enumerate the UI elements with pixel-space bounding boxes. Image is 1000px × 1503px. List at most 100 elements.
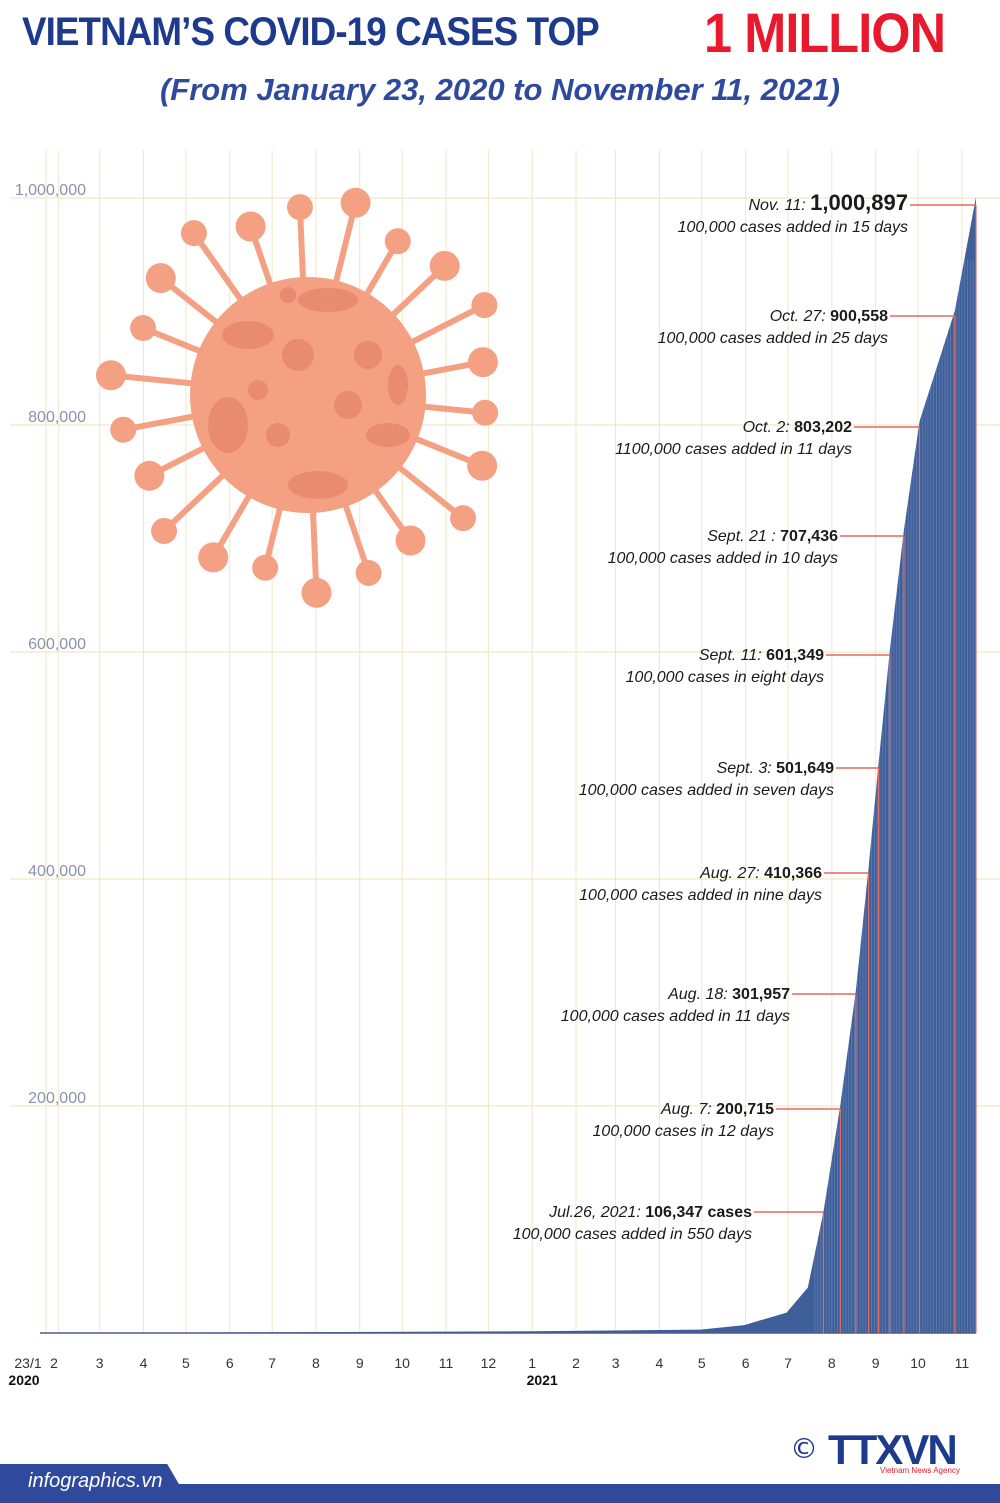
annotation-title: Oct. 2: 803,202 <box>743 419 853 436</box>
annotation-title: Aug. 18: 301,957 <box>667 986 790 1003</box>
chart-title: VIETNAM’S COVID-19 CASES TOP <box>22 10 600 54</box>
virus-spike-tip <box>471 292 498 319</box>
annotation-title: Aug. 27: 410,366 <box>699 865 822 882</box>
annotation-title: Oct. 27: 900,558 <box>770 308 888 325</box>
annotation-note: 100,000 cases added in 11 days <box>561 1008 790 1025</box>
y-tick-label: 800,000 <box>28 409 86 426</box>
annotation-date: Aug. 18: <box>667 986 732 1003</box>
x-tick-label: 23/1 <box>14 1355 41 1371</box>
virus-spike-tip <box>95 360 126 391</box>
annotation: Nov. 11: 1,000,897 100,000 cases added in… <box>678 190 977 1333</box>
x-tick-label: 3 <box>612 1355 620 1371</box>
x-tick-label: 9 <box>356 1355 364 1371</box>
annotation-note: 100,000 cases added in 15 days <box>678 219 908 236</box>
virus-spot <box>366 423 410 447</box>
virus-spot <box>298 288 358 312</box>
y-axis: 1,000,000 800,000 600,000 400,000 200,000 <box>15 182 86 1107</box>
virus-spike-tip <box>340 187 371 218</box>
annotation-title: Sept. 3: 501,649 <box>717 760 835 777</box>
annotation-title: Nov. 11: 1,000,897 <box>748 190 908 215</box>
virus-spike <box>107 372 206 388</box>
virus-spike <box>296 204 307 292</box>
annotation: Sept. 11: 601,349 100,000 cases in eight … <box>626 647 891 1333</box>
annotation-note: 100,000 cases added in 550 days <box>513 1226 752 1243</box>
footer-site[interactable]: infographics.vn <box>28 1470 163 1492</box>
x-tick-label: 5 <box>182 1355 190 1371</box>
title-row: VIETNAM’S COVID-19 CASES TOP 1 MILLION <box>0 0 1000 64</box>
virus-spike <box>399 302 488 350</box>
annotation-date: Jul.26, 2021: <box>548 1204 645 1221</box>
milestone-annotations: Nov. 11: 1,000,897 100,000 cases added in… <box>513 190 977 1333</box>
virus-spike-tip <box>467 347 498 378</box>
virus-spike-tip <box>395 525 426 556</box>
virus-spike-tip <box>429 250 460 281</box>
virus-spike-tip <box>355 559 382 586</box>
virus-spot <box>282 339 314 371</box>
x-year-label: 2021 <box>527 1372 558 1388</box>
virus-spike-tip <box>180 220 207 247</box>
annotation-note: 100,000 cases added in 10 days <box>608 550 838 567</box>
annotation-title: Sept. 11: 601,349 <box>699 647 824 664</box>
annotation-date: Sept. 11: <box>699 647 766 664</box>
y-tick-label: 200,000 <box>28 1090 86 1107</box>
virus-spike <box>339 492 372 576</box>
footer-line <box>0 1484 1000 1503</box>
annotation: Oct. 27: 900,558 100,000 cases added in 2… <box>658 308 956 1333</box>
cases-area <box>40 197 977 1334</box>
virus-spike-tip <box>110 416 137 443</box>
virus-illustration <box>95 187 499 608</box>
virus-spot <box>266 423 290 447</box>
x-year-label: 2020 <box>8 1372 39 1388</box>
chart-subtitle: (From January 23, 2020 to November 11, 2… <box>159 72 841 107</box>
y-tick-label: 600,000 <box>28 636 86 653</box>
cases-area-fill <box>46 197 976 1333</box>
x-tick-label: 7 <box>268 1355 276 1371</box>
annotation: Aug. 27: 410,366 100,000 cases added in n… <box>579 865 870 1333</box>
virus-spike-tip <box>450 505 477 532</box>
x-tick-label: 6 <box>226 1355 234 1371</box>
annotation-date: Sept. 21 : <box>707 528 780 545</box>
ttxvn-logo-sub: Vietnam News Agency <box>880 1466 960 1475</box>
y-tick-label: 400,000 <box>28 863 86 880</box>
annotation-date: Oct. 27: <box>770 308 830 325</box>
annotation-note: 100,000 cases in 12 days <box>593 1123 774 1140</box>
virus-spike-tip <box>235 211 266 242</box>
annotation-note: 1100,000 cases added in 11 days <box>615 441 852 458</box>
annotation: Jul.26, 2021: 106,347 cases 100,000 cases… <box>513 1204 824 1333</box>
x-tick-label: 7 <box>784 1355 792 1371</box>
virus-spike-tip <box>384 228 411 255</box>
annotation-date: Aug. 27: <box>699 865 764 882</box>
annotation-date: Aug. 7: <box>660 1101 716 1118</box>
virus-spot <box>222 321 274 349</box>
x-tick-label: 2 <box>572 1355 580 1371</box>
virus-spike <box>190 230 250 312</box>
virus-spot <box>354 341 382 369</box>
virus-spike-tip <box>252 554 279 581</box>
virus-spike <box>161 464 234 534</box>
copyright-icon: © <box>790 1432 818 1465</box>
virus-spike-tip <box>198 542 229 573</box>
virus-spike-tip <box>151 517 178 544</box>
x-tick-label: 5 <box>698 1355 706 1371</box>
annotation: Aug. 7: 200,715 100,000 cases in 12 days <box>593 1101 841 1333</box>
virus-spike-tip <box>467 450 498 481</box>
virus-spot <box>280 287 296 303</box>
x-tick-label: 2 <box>50 1355 58 1371</box>
virus-spike-tip <box>301 577 332 608</box>
annotation-date: Oct. 2: <box>743 419 795 436</box>
annotation-value: 410,366 <box>764 865 822 882</box>
annotation-title: Aug. 7: 200,715 <box>660 1101 774 1118</box>
virus-spot <box>334 391 362 419</box>
annotation-value: 601,349 <box>766 647 824 664</box>
virus-spike-tip <box>286 194 313 221</box>
x-tick-label: 3 <box>96 1355 104 1371</box>
ttxvn-logo: TTXVN <box>828 1426 958 1473</box>
virus-spike <box>388 458 467 522</box>
virus-spot <box>248 380 268 400</box>
x-tick-label: 8 <box>828 1355 836 1371</box>
x-tick-label: 4 <box>656 1355 664 1371</box>
annotation-note: 100,000 cases added in 25 days <box>658 330 888 347</box>
x-tick-label: 8 <box>312 1355 320 1371</box>
annotation-value: 301,957 <box>732 986 790 1003</box>
x-tick-label: 9 <box>872 1355 880 1371</box>
